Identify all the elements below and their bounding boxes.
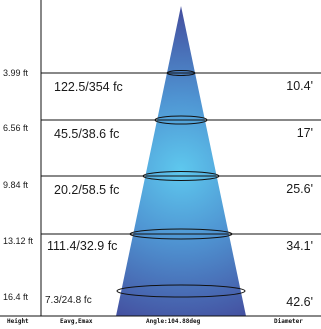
footer-illuminance-label: Eavg,Emax (60, 318, 93, 325)
footer-angle-label: Angle:104.88deg (146, 318, 201, 325)
beam-ellipse-3 (142, 171, 220, 181)
footer-diameter-label: Diameter (274, 318, 303, 325)
illuminance-label-4: 111.4/32.9 fc (47, 239, 118, 253)
height-label-5: 16.4 ft (3, 292, 29, 302)
diameter-label-1: 10.4' (286, 79, 313, 93)
light-beam-cone (116, 6, 246, 316)
illuminance-label-3: 20.2/58.5 fc (54, 183, 120, 197)
height-label-3: 9.84 ft (3, 180, 29, 190)
diameter-label-3: 25.6' (286, 182, 313, 196)
height-label-1: 3.99 ft (3, 68, 29, 78)
illuminance-label-2: 45.5/38.6 fc (54, 127, 120, 141)
diameter-label-4: 34.1' (286, 239, 313, 253)
beam-ellipse-2 (154, 115, 208, 125)
illuminance-label-5: 7.3/24.8 fc (45, 295, 92, 306)
height-label-4: 13.12 ft (3, 236, 34, 246)
diameter-label-2: 17' (296, 126, 313, 140)
beam-ellipse-5 (116, 284, 246, 298)
footer-height-label: Height (7, 318, 29, 325)
illuminance-label-1: 122.5/354 fc (54, 80, 123, 94)
height-label-2: 6.56 ft (3, 123, 29, 133)
diameter-label-5: 42.6' (286, 295, 313, 309)
beam-ellipse-1 (166, 70, 196, 76)
beam-ellipse-4 (129, 228, 233, 240)
